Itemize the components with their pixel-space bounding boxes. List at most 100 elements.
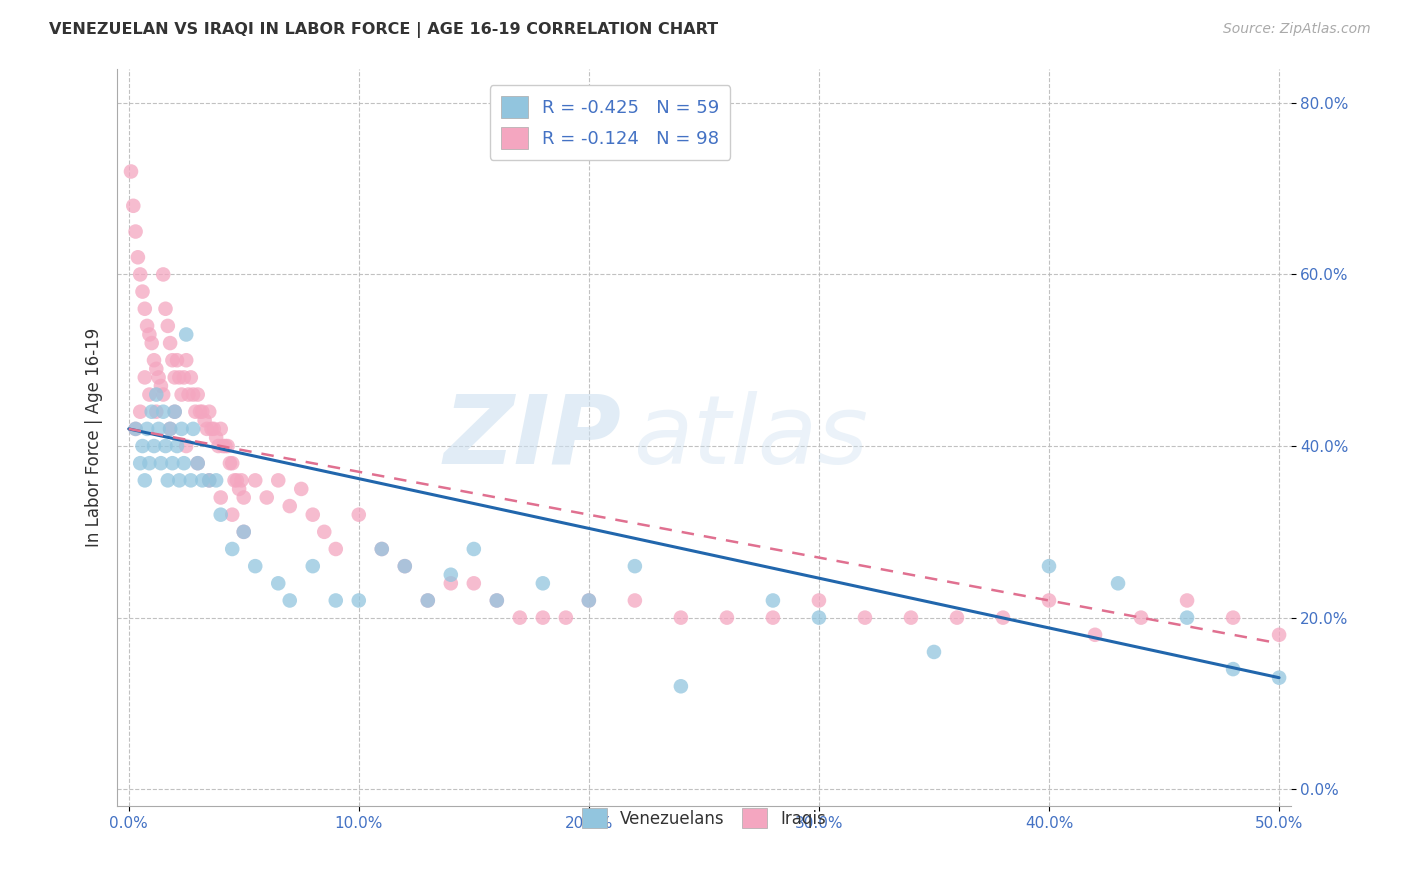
Point [900, 610, 922, 624]
Point [181, 422, 204, 436]
Text: ZIP: ZIP [444, 391, 621, 484]
Point [509, 610, 531, 624]
Legend: Venezuelans, Iraqis: Venezuelans, Iraqis [575, 801, 832, 835]
Point [212, 439, 235, 453]
Point [232, 524, 254, 539]
Point [225, 474, 247, 488]
Point [181, 387, 204, 401]
Point [177, 387, 200, 401]
Point [205, 474, 228, 488]
Point [141, 336, 163, 351]
Point [807, 593, 830, 607]
Point [156, 318, 179, 333]
Point [531, 576, 554, 591]
Point [138, 327, 160, 342]
Point [228, 482, 250, 496]
Point [256, 491, 278, 505]
Point [1175, 610, 1198, 624]
Point [202, 422, 225, 436]
Point [148, 422, 170, 436]
Point [156, 474, 179, 488]
Point [440, 576, 463, 591]
Point [922, 645, 945, 659]
Point [531, 610, 554, 624]
Point [1130, 610, 1153, 624]
Point [221, 456, 243, 470]
Point [163, 370, 186, 384]
Point [440, 567, 463, 582]
Point [205, 430, 228, 444]
Point [187, 456, 209, 470]
Point [136, 422, 159, 436]
Point [169, 370, 191, 384]
Point [159, 422, 181, 436]
Point [1313, 593, 1336, 607]
Point [946, 610, 969, 624]
Point [162, 353, 184, 368]
Point [347, 593, 370, 607]
Point [134, 301, 156, 316]
Point [188, 405, 211, 419]
Point [159, 336, 181, 351]
Point [290, 482, 312, 496]
Point [155, 439, 177, 453]
Point [191, 474, 214, 488]
Point [624, 559, 647, 574]
Point [166, 439, 188, 453]
Point [278, 499, 301, 513]
Point [170, 422, 193, 436]
Point [624, 593, 647, 607]
Point [152, 268, 174, 282]
Point [124, 225, 146, 239]
Point [159, 422, 181, 436]
Point [129, 268, 152, 282]
Point [124, 422, 146, 436]
Point [278, 593, 301, 607]
Point [207, 439, 229, 453]
Point [245, 474, 267, 488]
Point [138, 387, 160, 401]
Point [143, 353, 166, 368]
Point [162, 456, 184, 470]
Point [1222, 662, 1244, 676]
Point [166, 353, 188, 368]
Point [127, 250, 149, 264]
Point [198, 474, 221, 488]
Point [155, 301, 177, 316]
Point [200, 422, 222, 436]
Point [463, 576, 485, 591]
Point [131, 285, 153, 299]
Point [463, 541, 485, 556]
Point [301, 559, 323, 574]
Point [180, 370, 202, 384]
Point [394, 559, 416, 574]
Point [195, 422, 218, 436]
Point [124, 422, 146, 436]
Point [762, 593, 785, 607]
Point [163, 405, 186, 419]
Text: Source: ZipAtlas.com: Source: ZipAtlas.com [1223, 22, 1371, 37]
Point [1268, 628, 1291, 642]
Point [152, 387, 174, 401]
Point [209, 422, 232, 436]
Point [314, 524, 336, 539]
Point [138, 456, 160, 470]
Point [170, 387, 193, 401]
Point [174, 327, 197, 342]
Point [152, 405, 174, 419]
Point [231, 474, 253, 488]
Point [716, 610, 738, 624]
Point [122, 199, 145, 213]
Point [194, 413, 217, 427]
Point [169, 474, 191, 488]
Point [143, 439, 166, 453]
Point [149, 456, 172, 470]
Point [217, 439, 239, 453]
Point [174, 439, 197, 453]
Point [145, 405, 167, 419]
Point [1222, 610, 1244, 624]
Point [134, 474, 156, 488]
Point [1038, 593, 1060, 607]
Point [174, 353, 197, 368]
Point [141, 405, 163, 419]
